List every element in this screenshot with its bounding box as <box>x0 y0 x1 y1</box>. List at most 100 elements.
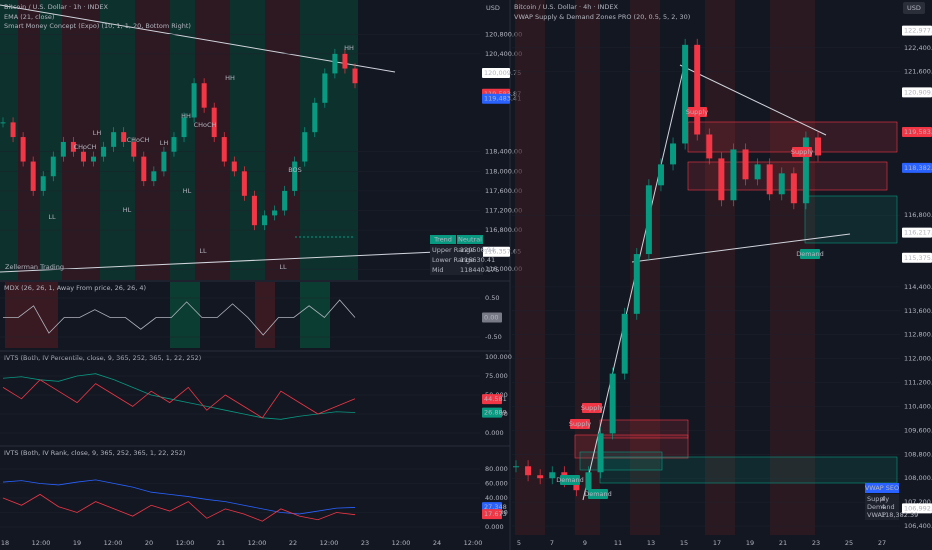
y-tick-label: 60.000 <box>485 480 508 488</box>
price-tag-label: 17.673 <box>484 510 507 518</box>
candle <box>312 102 318 133</box>
structure-label: LH <box>93 129 102 137</box>
y-tick-label: 117,600.00 <box>485 187 522 195</box>
structure-label: CHoCH <box>127 136 150 144</box>
y-tick-label: 120,400.00 <box>485 50 522 58</box>
trend-background <box>770 0 815 535</box>
candle <box>352 68 358 84</box>
y-tick-label: 108,800.00 <box>904 450 932 458</box>
candle <box>597 433 604 473</box>
x-tick-label: 27 <box>878 539 886 547</box>
trend-background <box>705 0 735 535</box>
candle <box>694 44 701 135</box>
zone-label-box <box>792 147 812 157</box>
candle <box>754 164 761 180</box>
y-tick-label: 114,400.00 <box>904 283 932 291</box>
candle <box>80 151 86 162</box>
x-tick-label: 12:00 <box>392 539 411 547</box>
candle <box>682 44 689 144</box>
x-tick-label: 23 <box>812 539 820 547</box>
candle <box>609 373 616 434</box>
price-tag-label: 27.348 <box>484 503 507 511</box>
price-tag <box>902 503 932 514</box>
structure-label: LL <box>199 247 207 255</box>
candle <box>573 481 580 491</box>
price-tag <box>902 252 932 263</box>
zone-label-box <box>560 475 580 485</box>
x-tick-label: 24 <box>433 539 441 547</box>
price-tag <box>482 407 502 418</box>
candle <box>549 472 556 479</box>
zone-label: Demand <box>796 250 824 258</box>
y-tick-label: 118,000.00 <box>485 167 522 175</box>
zone-label-box <box>800 249 820 259</box>
y-tick-label: 109,600.00 <box>904 426 932 434</box>
trend-background <box>170 282 200 348</box>
table-cell: 116630.41 <box>460 256 495 264</box>
x-tick-label: 9 <box>583 539 587 547</box>
trendline <box>0 4 396 73</box>
indicator-line <box>2 479 356 515</box>
price-tag-label: 120,909.75 <box>904 88 932 96</box>
x-tick-label: 12:00 <box>320 539 339 547</box>
candle <box>50 156 56 177</box>
watermark: Zellerman Trading <box>5 263 64 271</box>
trendline <box>679 64 827 136</box>
trendline <box>631 233 851 263</box>
table-cell: 120506.94 <box>460 246 495 254</box>
candle <box>292 161 298 191</box>
currency-label: USD <box>486 4 500 12</box>
x-tick-label: 15 <box>680 539 688 547</box>
structure-label: HL <box>183 187 192 195</box>
x-tick-label: 19 <box>746 539 754 547</box>
structure-label: CHoCH <box>74 143 97 151</box>
y-tick-label: 112,000.00 <box>904 355 932 363</box>
candle <box>211 107 217 138</box>
trend-background <box>300 282 330 348</box>
table-cell: 118440.175 <box>460 266 499 274</box>
indicator-line <box>2 493 356 522</box>
y-tick-label: 108,000.00 <box>904 474 932 482</box>
price-tag-label: 116,357.65 <box>484 248 521 256</box>
candle <box>730 149 737 201</box>
zone-label-box <box>582 403 602 413</box>
table-cell: Lower Range <box>432 256 474 264</box>
candle <box>241 171 247 196</box>
x-tick-label: 5 <box>517 539 521 547</box>
candle <box>815 137 821 156</box>
price-tag <box>902 227 932 238</box>
candle <box>706 134 713 159</box>
x-tick-label: 12:00 <box>104 539 123 547</box>
price-tag <box>902 87 932 98</box>
price-tag-label: 122,977.00 <box>904 27 932 35</box>
price-tag-label: 0.00 <box>484 314 498 322</box>
table-cell: Mid <box>432 266 444 274</box>
y-tick-label: 40.000 <box>485 494 508 502</box>
candle <box>191 83 197 118</box>
candle <box>645 185 652 255</box>
structure-label: HH <box>181 112 191 120</box>
zone <box>804 195 898 244</box>
table-cell: 4 <box>881 495 885 503</box>
x-tick-label: 22 <box>289 539 297 547</box>
price-tag <box>902 126 932 137</box>
structure-label: BOS <box>288 166 302 174</box>
candle <box>111 132 117 147</box>
indicator-line <box>2 373 356 420</box>
x-tick-label: 20 <box>145 539 153 547</box>
candle <box>272 210 278 216</box>
trend-background <box>18 0 40 280</box>
x-tick-label: 21 <box>217 539 225 547</box>
x-tick-label: 12:00 <box>248 539 267 547</box>
indicator-title: VWAP Supply & Demand Zones PRO (20, 0.5,… <box>514 13 690 21</box>
zone-label-box <box>588 489 608 499</box>
candle <box>40 176 46 191</box>
y-tick-label: 0.000 <box>485 429 504 437</box>
candle <box>342 53 348 69</box>
price-tag <box>482 394 502 405</box>
candle <box>171 137 177 152</box>
y-tick-label: 113,600.00 <box>904 307 932 315</box>
table-cell: VWAP <box>867 511 886 519</box>
candle <box>60 141 66 157</box>
y-tick-label: 112,800.00 <box>904 331 932 339</box>
